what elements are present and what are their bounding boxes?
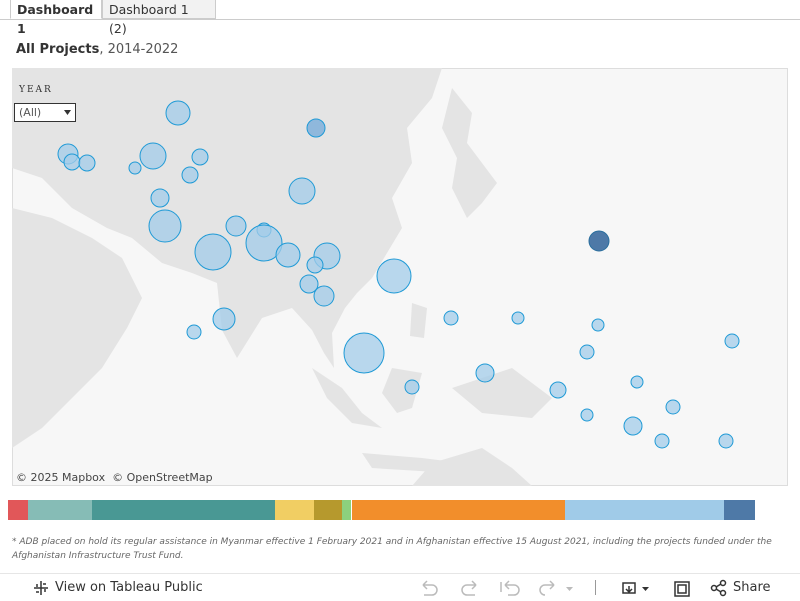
attribution[interactable]: © OpenStreetMap bbox=[112, 471, 213, 484]
legend-segment[interactable] bbox=[724, 500, 755, 520]
bubble[interactable] bbox=[148, 209, 182, 243]
legend-segment[interactable] bbox=[275, 500, 314, 520]
bubble[interactable] bbox=[475, 363, 495, 383]
bubble[interactable] bbox=[150, 188, 170, 208]
title-rest: , 2014-2022 bbox=[99, 42, 179, 57]
legend-segment[interactable] bbox=[565, 500, 724, 520]
history-controls bbox=[422, 580, 573, 596]
bubble[interactable] bbox=[591, 318, 605, 332]
bubble[interactable] bbox=[299, 274, 319, 294]
bubble[interactable] bbox=[225, 215, 247, 237]
bubble[interactable] bbox=[191, 148, 209, 166]
legend-segment[interactable] bbox=[314, 500, 342, 520]
bubble[interactable] bbox=[306, 256, 324, 274]
bubble[interactable] bbox=[549, 381, 567, 399]
tableau-icon bbox=[34, 581, 48, 595]
legend-segment[interactable] bbox=[342, 500, 351, 520]
bubble[interactable] bbox=[181, 166, 199, 184]
footnote: * ADB placed on hold its regular assista… bbox=[12, 537, 772, 561]
bubble[interactable] bbox=[588, 230, 610, 252]
bubble[interactable] bbox=[718, 433, 734, 449]
bubble[interactable] bbox=[313, 285, 335, 307]
bubble[interactable] bbox=[275, 242, 301, 268]
land bbox=[12, 68, 552, 486]
tab-strip-line bbox=[0, 19, 800, 20]
bubble[interactable] bbox=[306, 118, 326, 138]
dropdown-arrow bbox=[64, 110, 71, 115]
bubble[interactable] bbox=[623, 416, 643, 436]
map bbox=[12, 68, 788, 486]
bubble[interactable] bbox=[194, 233, 232, 271]
bubble[interactable] bbox=[579, 344, 595, 360]
legend-segment[interactable] bbox=[28, 500, 92, 520]
attribution[interactable]: © 2025 Mapbox bbox=[16, 471, 106, 484]
legend-segment[interactable] bbox=[92, 500, 275, 520]
bubble[interactable] bbox=[139, 142, 167, 170]
bubble[interactable] bbox=[654, 433, 670, 449]
bubble[interactable] bbox=[724, 333, 740, 349]
bubble[interactable] bbox=[128, 161, 142, 175]
bubble[interactable] bbox=[630, 375, 644, 389]
bubble[interactable] bbox=[165, 100, 191, 126]
bubble[interactable] bbox=[343, 332, 385, 374]
legend-segment[interactable] bbox=[8, 500, 28, 520]
toolbar-divider bbox=[595, 580, 596, 595]
bubble[interactable] bbox=[288, 177, 316, 205]
filter-label: YEAR bbox=[19, 85, 53, 95]
bubble[interactable] bbox=[63, 153, 81, 171]
bubble[interactable] bbox=[665, 399, 681, 415]
view-on-public[interactable]: View on Tableau Public bbox=[55, 580, 203, 595]
bubble[interactable] bbox=[580, 408, 594, 422]
legend-segment[interactable] bbox=[352, 500, 565, 520]
tab[interactable]: Dashboard 1 bbox=[10, 0, 102, 36]
dashboard-title: All Projects, 2014-2022 bbox=[16, 42, 178, 57]
title-bold: All Projects bbox=[16, 42, 100, 57]
bubble[interactable] bbox=[404, 379, 420, 395]
toolbar-icons bbox=[622, 579, 727, 597]
bubble[interactable] bbox=[511, 311, 525, 325]
bubble[interactable] bbox=[376, 258, 412, 294]
bubble[interactable] bbox=[78, 154, 96, 172]
bubble[interactable] bbox=[443, 310, 459, 326]
project-bubbles bbox=[57, 100, 740, 449]
map-attribution: © 2025 Mapbox © OpenStreetMap bbox=[16, 471, 213, 484]
share-button[interactable]: Share bbox=[733, 580, 771, 595]
bubble[interactable] bbox=[245, 224, 283, 262]
year-dropdown[interactable]: (All) bbox=[14, 103, 76, 122]
bubble[interactable] bbox=[186, 324, 202, 340]
tab[interactable]: Dashboard 1 (2) bbox=[102, 0, 216, 36]
dropdown-value: (All) bbox=[19, 106, 42, 119]
toolbar: View on Tableau Public Share bbox=[0, 573, 800, 601]
bubble[interactable] bbox=[212, 307, 236, 331]
